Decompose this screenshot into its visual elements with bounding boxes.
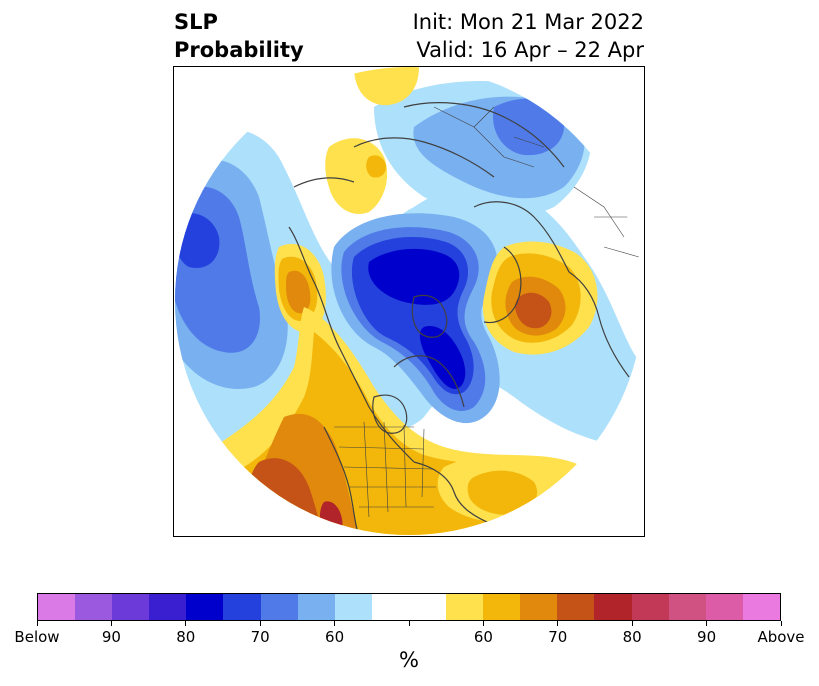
colorbar-segment — [149, 594, 187, 620]
colorbar-tick — [780, 621, 782, 626]
title-line-2: Probability — [174, 38, 304, 62]
colorbar-segment — [631, 594, 669, 620]
colorbar-unit: % — [399, 648, 419, 672]
colorbar-tick-label: 60 — [325, 628, 345, 646]
above-70-southeast — [467, 470, 538, 515]
colorbar-tick — [408, 621, 410, 626]
colorbar-segment — [557, 594, 595, 620]
colorbar-tick — [110, 621, 112, 626]
map-title: SLP Probability — [174, 8, 304, 64]
colorbar-segment — [668, 594, 706, 620]
colorbar-segment — [483, 594, 521, 620]
map-panel — [173, 66, 645, 537]
colorbar-segment — [594, 594, 632, 620]
colorbar-segment — [112, 594, 150, 620]
coastlines — [288, 102, 630, 535]
colorbar-segment — [446, 594, 484, 620]
colorbar-tick-label: Above — [757, 628, 805, 646]
colorbar-segment — [408, 594, 447, 620]
colorbar-tick-label: Below — [14, 628, 60, 646]
colorbar-segment — [371, 594, 409, 620]
above-70-nrussia — [366, 155, 386, 178]
colorbar-segment — [297, 594, 335, 620]
colorbar-tick-label: 80 — [176, 628, 196, 646]
colorbar-tick — [631, 621, 633, 626]
colorbar-segment — [742, 594, 780, 620]
colorbar-tick-label: 60 — [473, 628, 493, 646]
colorbar-segment — [520, 594, 558, 620]
colorbar-tick — [482, 621, 484, 626]
title-line-1: SLP — [174, 10, 218, 34]
map-disk — [175, 67, 643, 535]
colorbar-tick — [259, 621, 261, 626]
colorbar-tick — [706, 621, 708, 626]
above-85-atlantic — [515, 292, 552, 329]
map-dates: Init: Mon 21 Mar 2022 Valid: 16 Apr – 22… — [413, 8, 644, 64]
colorbar-segment — [75, 594, 113, 620]
colorbar-tick-label: 90 — [101, 628, 121, 646]
colorbar-segment — [705, 594, 743, 620]
colorbar-segment — [223, 594, 261, 620]
colorbar-segment — [334, 594, 372, 620]
colorbar-tick — [334, 621, 336, 626]
init-date: Init: Mon 21 Mar 2022 — [412, 10, 644, 34]
above-60-top — [354, 67, 419, 106]
colorbar-tick — [557, 621, 559, 626]
valid-range: Valid: 16 Apr – 22 Apr — [416, 38, 644, 62]
colorbar-tick — [185, 621, 187, 626]
borders — [334, 106, 640, 518]
colorbar-tick-label: 80 — [622, 628, 642, 646]
colorbar — [37, 593, 781, 621]
colorbar-tick-label: 70 — [250, 628, 270, 646]
colorbar-tick-label: 90 — [697, 628, 717, 646]
below-90-arctic — [368, 248, 466, 389]
colorbar-tick — [36, 621, 38, 626]
colorbar-segment — [38, 594, 76, 620]
below-80-siberia — [493, 98, 565, 156]
colorbar-segment — [186, 594, 224, 620]
probability-map — [175, 67, 643, 535]
above-80-alaska — [286, 270, 311, 314]
colorbar-segment — [260, 594, 298, 620]
colorbar-tick-label: 70 — [548, 628, 568, 646]
